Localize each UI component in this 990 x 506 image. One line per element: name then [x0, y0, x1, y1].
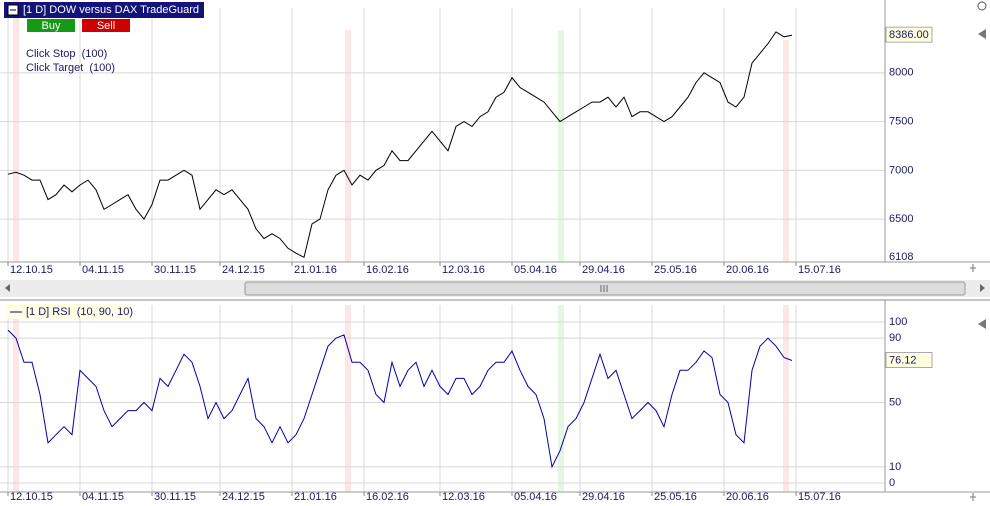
y-tick-label: 100 [889, 316, 907, 328]
y-tick-label: 10 [889, 461, 901, 473]
x-tick-label: 20.06.16 [726, 491, 769, 503]
value-box [885, 26, 933, 43]
price-line [7, 329, 793, 469]
sell-label: Sell [97, 20, 115, 32]
x-tick-label: 21.01.16 [294, 491, 337, 503]
x-tick-label: 04.11.15 [82, 491, 124, 503]
y-tick-label: 90 [889, 332, 901, 344]
buy-button[interactable] [27, 19, 75, 32]
signal-band [13, 0, 19, 262]
legend-box [5, 304, 131, 319]
x-tick-label: 29.04.16 [582, 264, 625, 276]
x-tick-label: 15.07.16 [798, 264, 841, 276]
x-tick-label: 15.07.16 [798, 491, 841, 503]
x-tick-label: 20.06.16 [726, 264, 769, 276]
window-icon[interactable] [977, 1, 987, 11]
signal-band [13, 305, 19, 492]
signal-band [558, 305, 564, 492]
x-tick-label: 12.03.16 [442, 491, 485, 503]
y-tick-label: 7000 [889, 164, 913, 176]
x-tick-label: 12.10.15 [10, 491, 53, 503]
x-tick-label: 30.11.15 [154, 264, 196, 276]
y-tick-label: 0 [889, 477, 895, 489]
price-line [7, 31, 793, 259]
x-tick-label: 04.11.15 [82, 264, 124, 276]
scrollbar-thumb[interactable] [244, 281, 966, 296]
value-label: 6108 [889, 251, 913, 263]
pin-icon[interactable] [970, 264, 976, 272]
sell-button[interactable] [82, 19, 130, 32]
pane-arrow[interactable] [978, 29, 986, 39]
pin-icon[interactable] [970, 493, 976, 501]
value-label: 8386.00 [889, 29, 929, 41]
scroll-right[interactable] [980, 284, 985, 292]
signal-band [345, 305, 351, 492]
pane-arrow[interactable] [978, 319, 986, 329]
signal-band [558, 30, 564, 262]
x-tick-label: 24.12.15 [222, 491, 265, 503]
title-bar [4, 2, 204, 18]
x-tick-label: 30.11.15 [154, 491, 196, 503]
value-box [885, 351, 933, 368]
annotation: Click Target (100) [26, 62, 115, 74]
y-tick-label: 50 [889, 396, 901, 408]
signal-band [783, 40, 789, 262]
y-tick-label: 7500 [889, 115, 913, 127]
annotation: Click Stop (100) [26, 48, 107, 60]
grid-layer [0, 8, 885, 492]
scrollbar-grip [600, 285, 608, 292]
x-tick-label: 25.05.16 [654, 491, 697, 503]
x-tick-label: 05.04.16 [514, 491, 557, 503]
y-tick-label: 8000 [889, 67, 913, 79]
signal-band [345, 30, 351, 262]
scroll-left[interactable] [5, 284, 10, 292]
x-tick-label: 16.02.16 [366, 491, 409, 503]
chart-title: [1 D] DOW versus DAX TradeGuard [23, 4, 199, 16]
buy-label: Buy [42, 20, 61, 32]
value-label: 76.12 [889, 354, 917, 366]
x-tick-label: 12.03.16 [442, 264, 485, 276]
x-tick-label: 25.05.16 [654, 264, 697, 276]
x-tick-label: 24.12.15 [222, 264, 265, 276]
x-tick-label: 21.01.16 [294, 264, 337, 276]
x-tick-label: 29.04.16 [582, 491, 625, 503]
x-tick-label: 12.10.15 [10, 264, 53, 276]
x-tick-label: 16.02.16 [366, 264, 409, 276]
legend-label: [1 D] RSI (10, 90, 10) [26, 306, 133, 318]
y-tick-label: 6500 [889, 213, 913, 225]
signal-band [783, 305, 789, 492]
x-tick-label: 05.04.16 [514, 264, 557, 276]
